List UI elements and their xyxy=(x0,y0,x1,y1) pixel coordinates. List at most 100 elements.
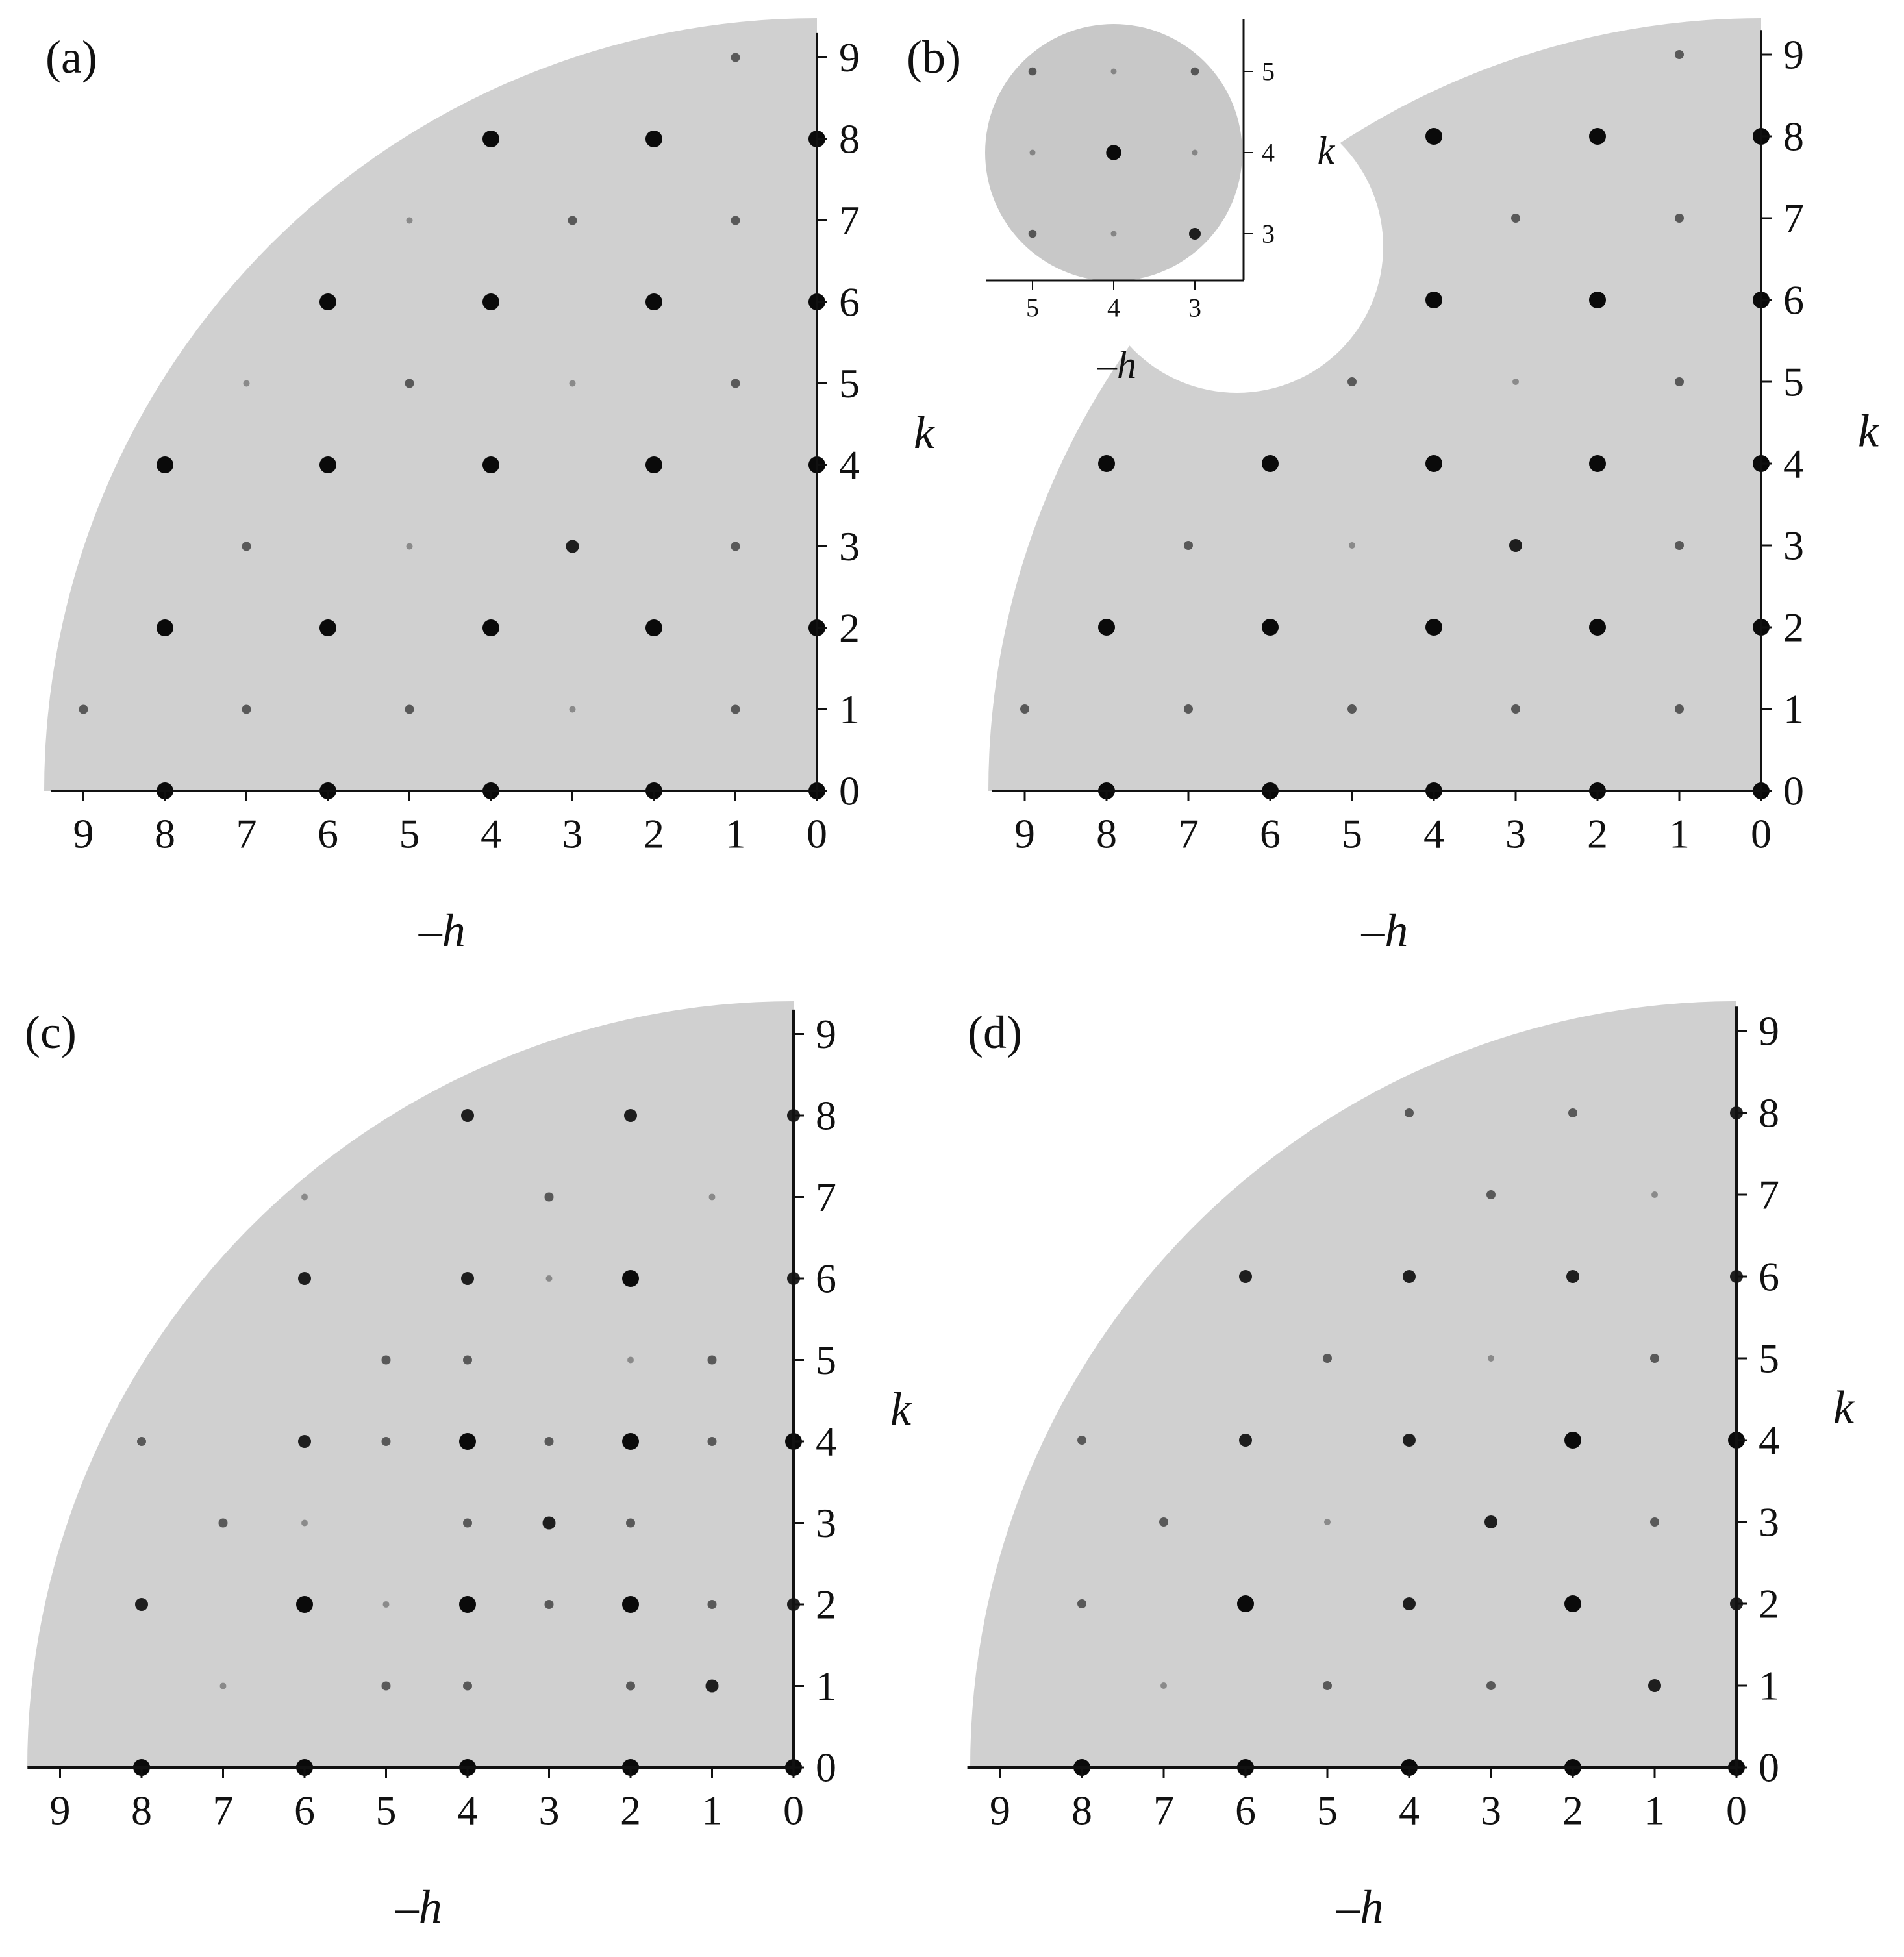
k-tick-label: 3 xyxy=(1783,523,1804,569)
h-tick-label: 3 xyxy=(1481,1788,1501,1834)
bragg-spot xyxy=(708,1193,716,1201)
bragg-spot xyxy=(544,1437,554,1446)
bragg-spot xyxy=(566,540,579,553)
h-tick-label: 9 xyxy=(73,811,94,857)
h-tick-label: 0 xyxy=(783,1788,804,1834)
k-tick-label: 4 xyxy=(839,442,860,488)
bragg-spot xyxy=(622,1433,639,1450)
bragg-spot xyxy=(461,1109,474,1122)
k-axis-title: k xyxy=(1858,405,1880,457)
h-tick-label: 6 xyxy=(1260,811,1281,857)
bragg-spot xyxy=(645,456,662,473)
h-tick-label: 4 xyxy=(1423,811,1444,857)
bragg-spot xyxy=(1486,1190,1496,1199)
h-tick-label: 6 xyxy=(1235,1788,1256,1834)
k-tick-label: 9 xyxy=(1759,1008,1779,1054)
h-tick-label: 9 xyxy=(1014,811,1035,857)
k-tick-label: 7 xyxy=(839,197,860,243)
k-tick-label: 6 xyxy=(839,279,860,325)
k-tick-label: 8 xyxy=(1783,114,1804,160)
bragg-spot xyxy=(626,1518,635,1528)
bragg-spot xyxy=(1323,1354,1332,1363)
bragg-spot xyxy=(298,1272,311,1285)
h-tick-label: 2 xyxy=(644,811,664,857)
bragg-spot xyxy=(1650,1354,1659,1363)
bragg-spot xyxy=(622,1270,639,1287)
bragg-spot xyxy=(1564,1432,1581,1449)
bragg-spot xyxy=(482,293,499,310)
bragg-spot xyxy=(707,1437,717,1446)
bragg-spot xyxy=(406,543,413,550)
bragg-spot xyxy=(1237,1595,1254,1612)
k-tick-label: 3 xyxy=(816,1500,836,1546)
bragg-spot xyxy=(381,1681,391,1691)
h-tick-label: 8 xyxy=(1096,811,1117,857)
k-tick-label: 2 xyxy=(839,605,860,651)
h-tick-label: 7 xyxy=(1153,1788,1174,1834)
k-tick-label: 2 xyxy=(1759,1581,1779,1627)
k-tick-label: 7 xyxy=(1783,195,1804,242)
bragg-spot xyxy=(731,53,740,62)
bragg-spot xyxy=(627,1356,634,1364)
bragg-spot xyxy=(1403,1270,1416,1283)
bragg-spot xyxy=(624,1109,637,1122)
h-tick-label: 4 xyxy=(1399,1788,1420,1834)
h-axis-title: –h xyxy=(1360,904,1408,956)
h-tick-label: 8 xyxy=(131,1788,152,1834)
panel-c: 00 1 1 2 2 3 3 4 4 5 5 6 6 7 7 8 8 9 9 –h k (c) xyxy=(25,1001,912,1933)
h-tick-label: 1 xyxy=(725,811,746,857)
bragg-spot xyxy=(1184,541,1193,550)
bragg-spot xyxy=(79,704,88,714)
bragg-spot xyxy=(1425,292,1442,308)
bragg-spot xyxy=(1511,704,1520,714)
bragg-spot xyxy=(242,704,251,714)
inset-k-tick-label: 4 xyxy=(1262,138,1275,168)
bragg-spot xyxy=(1484,1515,1497,1528)
bragg-spot xyxy=(298,1435,311,1448)
panel-label: (c) xyxy=(25,1006,77,1058)
h-tick-label: 5 xyxy=(376,1788,397,1834)
h-tick-label: 4 xyxy=(457,1788,478,1834)
k-tick-label: 6 xyxy=(1783,277,1804,323)
h-tick-label: 7 xyxy=(1178,811,1199,857)
k-axis-title: k xyxy=(914,406,936,458)
bragg-spot xyxy=(1589,128,1606,145)
k-tick-label: 8 xyxy=(1759,1090,1779,1136)
bragg-spot xyxy=(568,216,577,225)
bragg-spot xyxy=(1509,539,1522,552)
k-tick-label: 7 xyxy=(816,1174,836,1220)
bragg-spot xyxy=(731,216,740,225)
bragg-spot xyxy=(319,619,336,636)
k-tick-label: 1 xyxy=(816,1663,836,1709)
bragg-spot xyxy=(157,619,173,636)
k-tick-label: 5 xyxy=(1759,1336,1779,1382)
bragg-spot xyxy=(1425,128,1442,145)
panel-label: (d) xyxy=(968,1006,1022,1058)
h-tick-label: 8 xyxy=(1071,1788,1092,1834)
h-tick-label: 4 xyxy=(481,811,501,857)
bragg-spot xyxy=(137,1437,146,1446)
bragg-spot xyxy=(1347,704,1357,714)
bragg-spot xyxy=(1675,541,1684,550)
k-tick-label: 4 xyxy=(1759,1417,1779,1464)
bragg-spot xyxy=(1239,1270,1252,1283)
inset-h-tick-label: 5 xyxy=(1026,293,1039,323)
bragg-spot xyxy=(1098,455,1115,472)
k-tick-label: 6 xyxy=(816,1256,836,1302)
inset-spot xyxy=(1110,68,1117,75)
bragg-spot xyxy=(459,1596,476,1613)
bragg-spot xyxy=(1650,1517,1659,1527)
h-tick-label: 0 xyxy=(807,811,827,857)
h-axis-title: –h xyxy=(418,904,466,956)
bragg-spot xyxy=(544,1192,554,1202)
inset-spot xyxy=(1192,149,1198,156)
bragg-spot xyxy=(405,379,414,388)
k-tick-label: 1 xyxy=(1783,686,1804,732)
inset-spot xyxy=(1110,231,1117,237)
bragg-spot xyxy=(1675,214,1684,223)
bragg-spot xyxy=(406,217,413,224)
bragg-spot xyxy=(1564,1595,1581,1612)
detector-area xyxy=(27,1001,794,1767)
h-tick-label: 2 xyxy=(620,1788,641,1834)
inset-k-axis-title: k xyxy=(1318,129,1336,172)
